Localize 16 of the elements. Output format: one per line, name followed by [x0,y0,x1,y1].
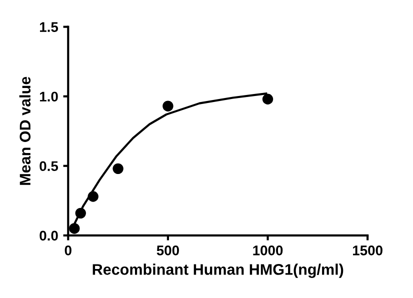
point [262,94,274,104]
point [162,100,174,112]
x-tick-label: 1000 [253,246,283,256]
y-tick-label: 1.5 [40,22,58,32]
y-tick-label: 1.0 [40,92,58,102]
point [88,191,98,202]
point [69,223,80,234]
x-tick-label: 0 [64,246,72,256]
y-tick-label: 0.0 [40,230,58,241]
point [112,163,124,174]
y-tick-label: 0.5 [40,161,58,172]
y-axis-title: Mean OD value [19,76,31,185]
x-axis-title: Recombinant Human HMG1(ng/ml) [92,264,344,278]
x-tick-label: 500 [156,246,179,256]
x-tick-label: 1500 [353,246,382,256]
point [75,208,86,219]
